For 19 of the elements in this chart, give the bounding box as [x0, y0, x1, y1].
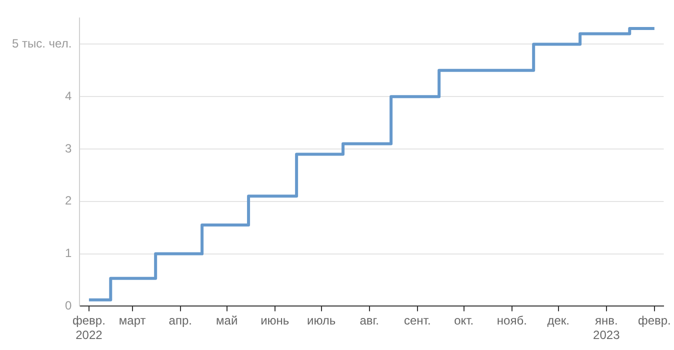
- x-tick-label: май: [216, 314, 238, 328]
- x-tick-label: окт.: [454, 314, 474, 328]
- y-tick-label: 3: [64, 141, 72, 156]
- x-tick-label: нояб.: [496, 314, 527, 328]
- y-tick-label: 1: [64, 246, 72, 260]
- y-tick-label: 4: [64, 88, 72, 103]
- x-tick-label: июль: [306, 314, 336, 328]
- x-tick-label: сент.: [404, 314, 431, 328]
- x-tick-label: февр. 2022: [72, 314, 106, 342]
- x-tick-label: апр.: [168, 314, 192, 328]
- x-tick-label: июнь: [260, 314, 290, 328]
- x-tick-label: янв. 2023: [593, 314, 620, 342]
- y-tick-label: 2: [64, 194, 72, 208]
- x-tick-label: март: [118, 314, 146, 328]
- y-tick-label: 5 тыс. чел.: [12, 36, 72, 51]
- x-tick-label: февр.: [638, 314, 671, 328]
- x-tick-label: авг.: [360, 314, 380, 328]
- x-tick-label: дек.: [547, 314, 570, 328]
- y-tick-label: 0: [64, 298, 72, 313]
